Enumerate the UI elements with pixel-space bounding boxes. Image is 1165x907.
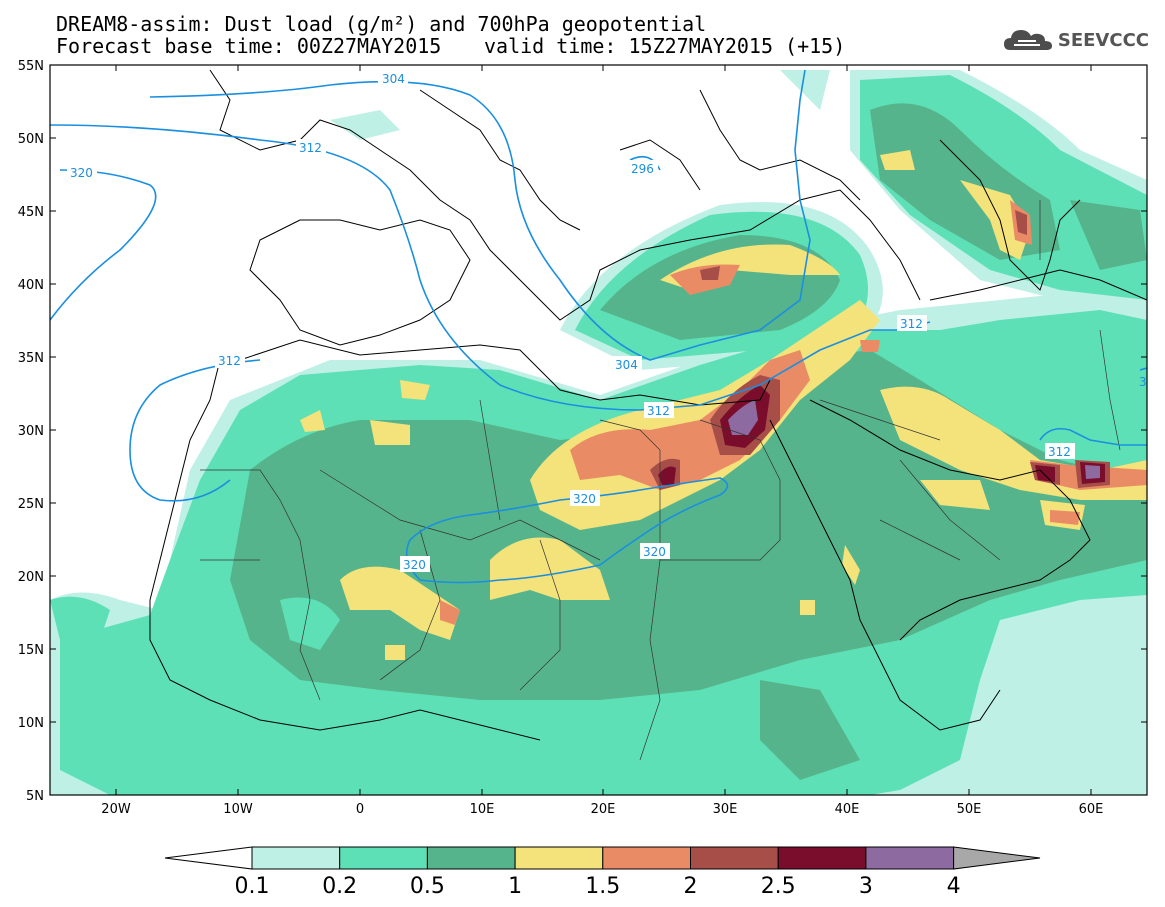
lat-label-45n: 45N: [18, 205, 44, 220]
contour-label-320-c: 320: [403, 558, 426, 572]
logo-text: SEEVCCC: [1057, 29, 1149, 51]
lat-label-5n: 5N: [26, 789, 44, 804]
forecast-base-time: Forecast base time: 00Z27MAY2015: [56, 34, 442, 58]
contour-label-304-a: 304: [382, 72, 405, 86]
contour-296: [629, 155, 661, 171]
lon-label-0: 0: [356, 802, 364, 817]
seevccc-logo: SEEVCCC: [1002, 26, 1149, 54]
colorbar-swatch: [514, 846, 604, 870]
contour-312-east: [1039, 427, 1147, 446]
colorbar-under-triangle: [164, 846, 253, 870]
lat-label-35n: 35N: [18, 351, 44, 366]
colorbar-tick-label: 0.1: [235, 874, 270, 899]
lon-label-10e: 10E: [470, 802, 495, 817]
contour-label-320-b: 320: [573, 492, 596, 506]
lat-label-40n: 40N: [18, 278, 44, 293]
lon-label-50e: 50E: [957, 802, 982, 817]
contour-320-west: [50, 169, 157, 321]
lon-label-40e: 40E: [835, 802, 860, 817]
colorbar-tick-label: 1.5: [585, 874, 620, 899]
contour-label-3: 3: [1139, 375, 1147, 389]
contour-3-east: [1139, 367, 1147, 371]
valid-time: valid time: 15Z27MAY2015 (+15): [484, 34, 846, 58]
lat-label-55n: 55N: [18, 59, 44, 74]
colorbar-swatch: [339, 846, 428, 870]
colorbar-swatch: [690, 846, 779, 870]
contour-label-312-b: 312: [218, 354, 241, 368]
colorbar: 0.1 0.2 0.5 1 1.5 2 2.5 3 4: [164, 846, 1041, 899]
colorbar-swatch: [426, 846, 516, 870]
contour-label-320-d: 320: [643, 545, 666, 559]
contour-label-312-e: 312: [1048, 445, 1071, 459]
lat-label-10n: 10N: [18, 716, 44, 731]
contour-label-320-a: 320: [70, 166, 93, 180]
contour-304-north: [149, 69, 811, 361]
lon-label-20e: 20E: [591, 802, 616, 817]
cloud-icon: [1003, 30, 1052, 50]
contour-label-304-b: 304: [615, 358, 638, 372]
lon-axis: 20W 10W 0 10E 20E 30E 40E 50E 60E: [101, 802, 1103, 817]
lon-label-10w: 10W: [223, 802, 253, 817]
dust-level-3: [728, 400, 1100, 479]
colorbar-tick-label: 1: [508, 874, 522, 899]
contour-label-312-a: 312: [299, 141, 322, 155]
contour-labels: 304 312 320 296 304 312 312 320 320 320 …: [67, 70, 1147, 572]
lat-label-15n: 15N: [18, 643, 44, 658]
contour-312-north: [50, 124, 931, 411]
colorbar-tick-label: 2.5: [761, 874, 796, 899]
map-title: DREAM8-assim: Dust load (g/m²) and 700hP…: [56, 12, 707, 36]
colorbar-tick-label: 0.2: [322, 874, 357, 899]
lon-label-20w: 20W: [101, 802, 131, 817]
lat-ticks: [50, 137, 1147, 723]
lat-label-25n: 25N: [18, 497, 44, 512]
contour-label-312-d: 312: [900, 317, 923, 331]
contour-312-west: [129, 359, 261, 502]
colorbar-over-triangle: [953, 846, 1041, 870]
lat-label-50n: 50N: [18, 132, 44, 147]
lat-label-20n: 20N: [18, 570, 44, 585]
contour-320-central: [405, 477, 729, 584]
contour-label-296: 296: [631, 162, 654, 176]
lon-ticks: [115, 65, 1092, 795]
lat-label-30n: 30N: [18, 424, 44, 439]
colorbar-swatch: [251, 846, 341, 870]
colorbar-tick-label: 2: [684, 874, 698, 899]
geopotential-contours: [50, 69, 1147, 584]
colorbar-tick-label: 3: [859, 874, 873, 899]
colorbar-tick-label: 0.5: [410, 874, 445, 899]
colorbar-swatch: [865, 846, 955, 870]
lat-axis: 55N 50N 45N 40N 35N 30N 25N 20N 15N 10N …: [18, 59, 44, 804]
colorbar-tick-label: 4: [947, 874, 961, 899]
contour-label-312-c: 312: [647, 404, 670, 418]
colorbar-swatch: [602, 846, 691, 870]
colorbar-swatch: [777, 846, 867, 870]
lon-label-60e: 60E: [1079, 802, 1104, 817]
lon-label-30e: 30E: [713, 802, 738, 817]
